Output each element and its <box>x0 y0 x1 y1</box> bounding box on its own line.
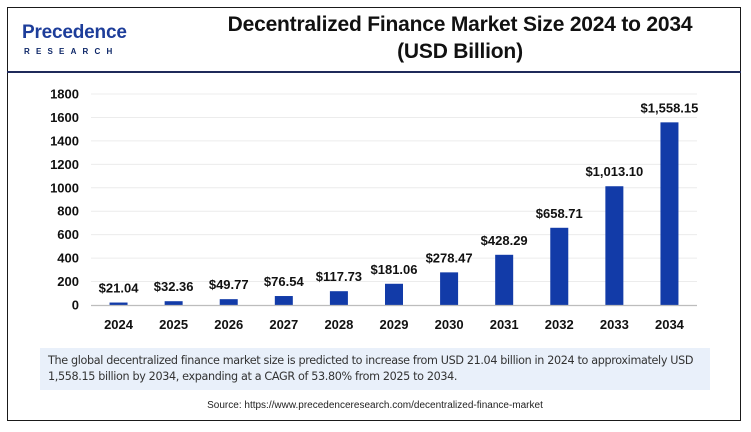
bar-2029 <box>385 283 403 305</box>
data-label-2024: $21.04 <box>99 281 140 296</box>
data-label-2032: $658.71 <box>536 206 583 221</box>
data-label-2028: $117.73 <box>316 269 362 284</box>
y-tick-label: 600 <box>57 227 79 242</box>
logo-subtitle: RESEARCH <box>24 47 119 56</box>
x-tick-label-2032: 2032 <box>545 317 574 332</box>
y-tick-label: 1800 <box>50 87 79 102</box>
y-tick-label: 1200 <box>50 157 79 172</box>
bar-2034 <box>660 122 679 306</box>
x-tick-label-2031: 2031 <box>490 317 519 332</box>
bar-2031 <box>495 254 514 305</box>
x-tick-label-2034: 2034 <box>655 317 685 332</box>
data-label-2033: $1,013.10 <box>585 164 643 179</box>
bars <box>109 122 679 306</box>
x-tick-label-2030: 2030 <box>435 317 464 332</box>
bar-2026 <box>219 299 238 305</box>
y-tick-label: 800 <box>57 204 79 219</box>
header-divider <box>7 71 741 73</box>
bar-2033 <box>605 186 624 305</box>
data-label-2034: $1,558.15 <box>641 100 699 115</box>
data-label-2030: $278.47 <box>426 250 473 265</box>
y-tick-label: 1600 <box>50 110 79 125</box>
bar-2032 <box>550 227 569 305</box>
data-label-2029: $181.06 <box>371 262 418 277</box>
y-tick-label: 400 <box>57 251 79 266</box>
x-tick-label-2033: 2033 <box>600 317 629 332</box>
summary-caption: The global decentralized finance market … <box>40 348 710 390</box>
x-tick-label-2024: 2024 <box>104 317 134 332</box>
gridlines <box>91 93 697 283</box>
x-tick-label-2026: 2026 <box>214 317 243 332</box>
x-tick-label-2029: 2029 <box>380 317 409 332</box>
bar-2028 <box>329 291 348 305</box>
y-tick-label: 1400 <box>50 133 79 148</box>
precedence-research-logo: Precedence RESEARCH <box>22 22 132 60</box>
labels: 0 200 400 600 800 1000 1200 1400 1600 1800 $21.04 2… <box>50 87 698 333</box>
bar-2030 <box>440 272 459 305</box>
bar-2027 <box>274 296 293 305</box>
data-label-2025: $32.36 <box>154 279 194 294</box>
chart-title-line2: (USD Billion) <box>397 40 523 63</box>
data-label-2026: $49.77 <box>209 277 249 292</box>
logo-wordmark: Precedence <box>22 22 127 43</box>
source-link[interactable]: Source: https://www.precedenceresearch.c… <box>207 400 543 411</box>
x-tick-label-2028: 2028 <box>324 317 353 332</box>
data-label-2031: $428.29 <box>481 233 528 248</box>
chart-title-line1: Decentralized Finance Market Size 2024 t… <box>227 13 693 36</box>
y-tick-label: 1000 <box>50 180 79 195</box>
y-tick-label: 0 <box>72 298 79 313</box>
bar-2024 <box>109 302 128 305</box>
y-tick-label: 200 <box>57 274 79 289</box>
bar-2025 <box>164 301 183 305</box>
x-tick-label-2025: 2025 <box>159 317 188 332</box>
data-label-2027: $76.54 <box>264 274 305 289</box>
chart-title: Decentralized Finance Market Size 2024 t… <box>190 11 730 65</box>
x-tick-label-2027: 2027 <box>269 317 298 332</box>
